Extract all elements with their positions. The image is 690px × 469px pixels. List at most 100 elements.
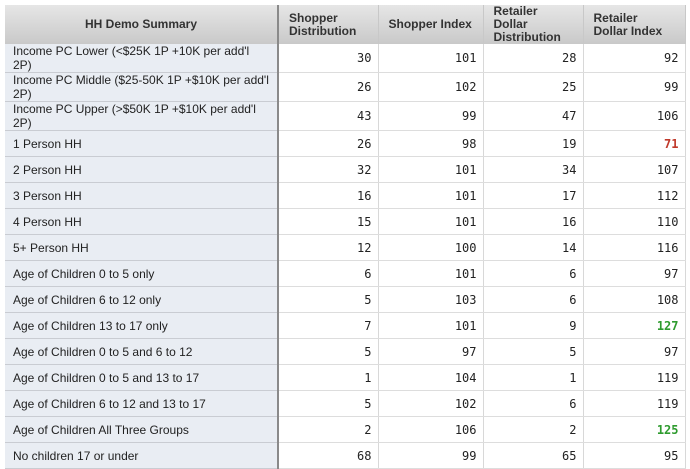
hh-demo-summary-table: HH Demo Summary Shopper Distribution Shopp…	[5, 5, 686, 469]
value-cell: 6	[483, 286, 584, 313]
value-cell: 7	[278, 312, 379, 339]
value-cell: 101	[378, 156, 484, 183]
row-label: Age of Children 0 to 5 and 13 to 17	[5, 364, 279, 391]
value-cell: 97	[378, 338, 484, 365]
value-cell: 101	[378, 312, 484, 339]
table-row: Age of Children 0 to 5 and 6 to 12 5 97 5 97	[5, 338, 686, 365]
row-label: Age of Children 0 to 5 only	[5, 260, 279, 287]
value-cell: 5	[278, 286, 379, 313]
column-header[interactable]: Shopper Distribution	[278, 5, 379, 44]
value-cell: 125	[583, 416, 686, 443]
header-row: HH Demo Summary Shopper Distribution Shopp…	[5, 5, 686, 44]
value-cell: 92	[583, 44, 686, 73]
value-cell: 101	[378, 260, 484, 287]
value-cell: 6	[483, 390, 584, 417]
value-cell: 32	[278, 156, 379, 183]
value-cell: 108	[583, 286, 686, 313]
value-cell: 65	[483, 442, 584, 469]
value-cell: 6	[278, 260, 379, 287]
value-cell: 116	[583, 234, 686, 261]
value-cell: 110	[583, 208, 686, 235]
table-row: Age of Children 6 to 12 and 13 to 17 5 102…	[5, 390, 686, 417]
value-cell: 17	[483, 182, 584, 209]
value-cell: 97	[583, 260, 686, 287]
value-cell: 9	[483, 312, 584, 339]
value-cell: 14	[483, 234, 584, 261]
row-label: No children 17 or under	[5, 442, 279, 469]
value-cell: 16	[278, 182, 379, 209]
table-row: Income PC Upper (>$50K 1P +$10K per add'…	[5, 101, 686, 131]
value-cell: 34	[483, 156, 584, 183]
value-cell: 99	[378, 442, 484, 469]
value-cell: 127	[583, 312, 686, 339]
value-cell: 99	[583, 72, 686, 102]
value-cell: 98	[378, 130, 484, 157]
value-cell: 103	[378, 286, 484, 313]
table-row: Income PC Middle ($25-50K 1P +$10K per a…	[5, 72, 686, 102]
value-cell: 26	[278, 72, 379, 102]
table-row: No children 17 or under 68 99 65 95	[5, 442, 686, 469]
value-cell: 26	[278, 130, 379, 157]
value-cell: 2	[278, 416, 379, 443]
value-cell: 68	[278, 442, 379, 469]
column-header[interactable]: Shopper Index	[378, 5, 484, 44]
value-cell: 99	[378, 101, 484, 131]
value-cell: 28	[483, 44, 584, 73]
value-cell: 106	[378, 416, 484, 443]
value-cell: 101	[378, 208, 484, 235]
table-row: 2 Person HH 32 101 34 107	[5, 156, 686, 183]
value-cell: 5	[278, 390, 379, 417]
row-label: Age of Children 6 to 12 only	[5, 286, 279, 313]
table-row: Income PC Lower (<$25K 1P +10K per add'l…	[5, 44, 686, 73]
table-row: Age of Children All Three Groups 2 106 2 125	[5, 416, 686, 443]
value-cell: 1	[278, 364, 379, 391]
table-row: 5+ Person HH 12 100 14 116	[5, 234, 686, 261]
value-cell: 1	[483, 364, 584, 391]
value-cell: 119	[583, 364, 686, 391]
value-cell: 6	[483, 260, 584, 287]
value-cell: 101	[378, 44, 484, 73]
value-cell: 2	[483, 416, 584, 443]
value-cell: 43	[278, 101, 379, 131]
value-cell: 112	[583, 182, 686, 209]
value-cell: 102	[378, 390, 484, 417]
table-row: 1 Person HH 26 98 19 71	[5, 130, 686, 157]
row-label: 1 Person HH	[5, 130, 279, 157]
value-cell: 25	[483, 72, 584, 102]
value-cell: 100	[378, 234, 484, 261]
value-cell: 16	[483, 208, 584, 235]
row-label: Income PC Lower (<$25K 1P +10K per add'l…	[5, 44, 279, 73]
value-cell: 5	[483, 338, 584, 365]
value-cell: 119	[583, 390, 686, 417]
table-row: 3 Person HH 16 101 17 112	[5, 182, 686, 209]
table-row: Age of Children 13 to 17 only 7 101 9 127	[5, 312, 686, 339]
row-label: Age of Children 6 to 12 and 13 to 17	[5, 390, 279, 417]
row-label: 3 Person HH	[5, 182, 279, 209]
row-label: 2 Person HH	[5, 156, 279, 183]
table-row: 4 Person HH 15 101 16 110	[5, 208, 686, 235]
table-row: Age of Children 0 to 5 and 13 to 17 1 104 1…	[5, 364, 686, 391]
row-label: Income PC Upper (>$50K 1P +$10K per add'…	[5, 101, 279, 131]
value-cell: 12	[278, 234, 379, 261]
value-cell: 95	[583, 442, 686, 469]
table-row: Age of Children 6 to 12 only 5 103 6 108	[5, 286, 686, 313]
value-cell: 5	[278, 338, 379, 365]
column-header[interactable]: Retailer Dollar Index	[583, 5, 686, 44]
row-label: Age of Children 13 to 17 only	[5, 312, 279, 339]
value-cell: 97	[583, 338, 686, 365]
value-cell: 102	[378, 72, 484, 102]
value-cell: 15	[278, 208, 379, 235]
row-label: Age of Children 0 to 5 and 6 to 12	[5, 338, 279, 365]
value-cell: 47	[483, 101, 584, 131]
value-cell: 106	[583, 101, 686, 131]
row-label: 5+ Person HH	[5, 234, 279, 261]
column-header[interactable]: HH Demo Summary	[5, 5, 279, 44]
value-cell: 107	[583, 156, 686, 183]
table-row: Age of Children 0 to 5 only 6 101 6 97	[5, 260, 686, 287]
value-cell: 30	[278, 44, 379, 73]
column-header[interactable]: Retailer Dollar Distribution	[483, 5, 584, 44]
row-label: 4 Person HH	[5, 208, 279, 235]
row-label: Age of Children All Three Groups	[5, 416, 279, 443]
value-cell: 71	[583, 130, 686, 157]
value-cell: 19	[483, 130, 584, 157]
